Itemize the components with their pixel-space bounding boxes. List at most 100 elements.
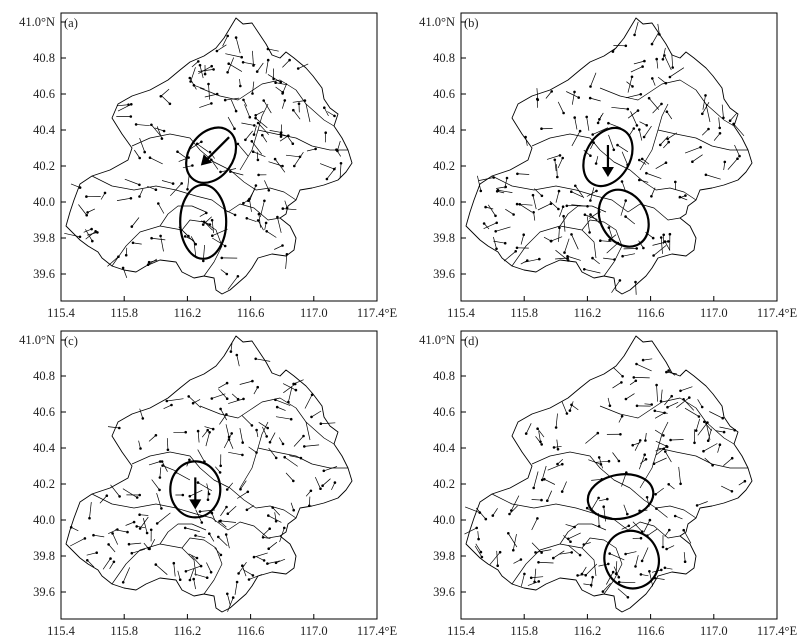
lat-tick-label: 40.4 [33, 123, 56, 137]
station-dot [242, 397, 245, 401]
wind-vector [319, 163, 335, 170]
station-dot [570, 551, 573, 554]
station-dot [651, 236, 655, 240]
station-dot [665, 110, 669, 113]
station-dot [86, 211, 89, 214]
station-dot [630, 75, 634, 79]
station-dot [339, 162, 343, 165]
station-dot [641, 65, 644, 68]
station-dot [557, 189, 561, 193]
wind-vector [555, 249, 569, 261]
wind-vector [262, 426, 267, 437]
wind-vector [537, 428, 545, 438]
station-dot [553, 158, 557, 162]
wind-vector [298, 63, 309, 69]
wind-vector [598, 457, 603, 469]
wind-vector [655, 487, 665, 495]
station-dot [170, 403, 173, 407]
station-dot [650, 195, 653, 198]
wind-vector [189, 141, 202, 150]
wind-vector [648, 97, 660, 110]
wind-vector [151, 479, 160, 491]
wind-map-b: (b) 41.0°N 40.8 40.6 40.4 40.2 40.0 39.8 39.6 115… [419, 12, 798, 318]
station-dot [704, 173, 708, 177]
wind-vector [166, 398, 184, 402]
station-dot [257, 173, 260, 177]
station-dot [645, 171, 648, 175]
wind-vector [520, 234, 525, 245]
wind-vector [634, 440, 641, 451]
wind-vector [538, 561, 554, 564]
station-dot [607, 459, 611, 463]
lon-tick-label: 115.8 [110, 306, 138, 318]
lat-tick-label: 39.6 [33, 585, 55, 599]
station-dot [130, 551, 134, 555]
wind-vector [304, 444, 320, 447]
station-dot [592, 141, 595, 144]
station-dot [159, 95, 163, 98]
station-dot [219, 553, 223, 557]
station-dot [662, 434, 665, 437]
wind-map-d: (d) 41.0°N 40.8 40.6 40.4 40.2 40.0 39.8 39.6 115… [419, 330, 798, 636]
station-dot [302, 434, 305, 438]
lat-tick-label: 41.0°N [19, 15, 55, 29]
lon-tick-label: 115.8 [510, 624, 538, 636]
wind-vector [676, 397, 690, 408]
station-dot [194, 534, 197, 537]
wind-vector [603, 506, 606, 522]
station-dot [674, 180, 677, 184]
station-dot [667, 240, 670, 243]
station-dot [578, 129, 582, 133]
wind-vector [166, 438, 169, 450]
station-dot [496, 188, 500, 192]
station-dot [515, 202, 519, 206]
station-dot [234, 36, 238, 39]
station-dot [217, 535, 220, 539]
wind-vector [290, 502, 294, 511]
wind-vector [555, 257, 568, 260]
station-dot [673, 514, 677, 518]
wind-vector [93, 534, 105, 538]
station-dot [335, 148, 338, 151]
station-dot [314, 147, 317, 151]
wind-vector [701, 128, 709, 136]
wind-vector [671, 53, 674, 68]
station-dot [111, 532, 114, 535]
panel-b: (b) 41.0°N 40.8 40.6 40.4 40.2 40.0 39.8 39.6 115… [400, 0, 800, 318]
station-dot [701, 112, 704, 116]
station-dot [591, 256, 594, 260]
wind-vector [242, 565, 247, 577]
station-dot [188, 494, 192, 498]
station-dot [510, 509, 513, 512]
wind-vector [227, 505, 237, 514]
wind-vector [566, 91, 579, 98]
station-dot [505, 176, 509, 180]
wind-vector [71, 526, 79, 532]
wind-vector [589, 211, 600, 219]
wind-vector [225, 97, 240, 101]
wind-vector [248, 446, 257, 453]
station-dot [283, 455, 287, 459]
wind-vector [226, 482, 234, 490]
wind-vector [228, 63, 243, 72]
station-dot [78, 186, 82, 189]
wind-vector [563, 535, 571, 542]
wind-vector [657, 23, 660, 35]
district-boundary [111, 225, 197, 267]
wind-vector [535, 436, 543, 445]
wind-vector [228, 398, 244, 404]
station-dot [323, 106, 326, 109]
wind-vector [608, 227, 613, 239]
lat-tick-label: 40.2 [33, 159, 55, 173]
wind-vector [266, 230, 277, 238]
direction-arrow-head [601, 167, 614, 177]
wind-vector [188, 553, 198, 559]
wind-vector [253, 151, 266, 158]
wind-vector [237, 143, 249, 157]
station-dot [635, 247, 638, 250]
wind-vector [265, 60, 269, 74]
wind-vector [666, 545, 675, 550]
station-dot [638, 178, 641, 182]
wind-map-c: (c) 41.0°N 40.8 40.6 40.4 40.2 40.0 39.8 39.6 115… [19, 330, 398, 636]
wind-vector [268, 447, 277, 459]
